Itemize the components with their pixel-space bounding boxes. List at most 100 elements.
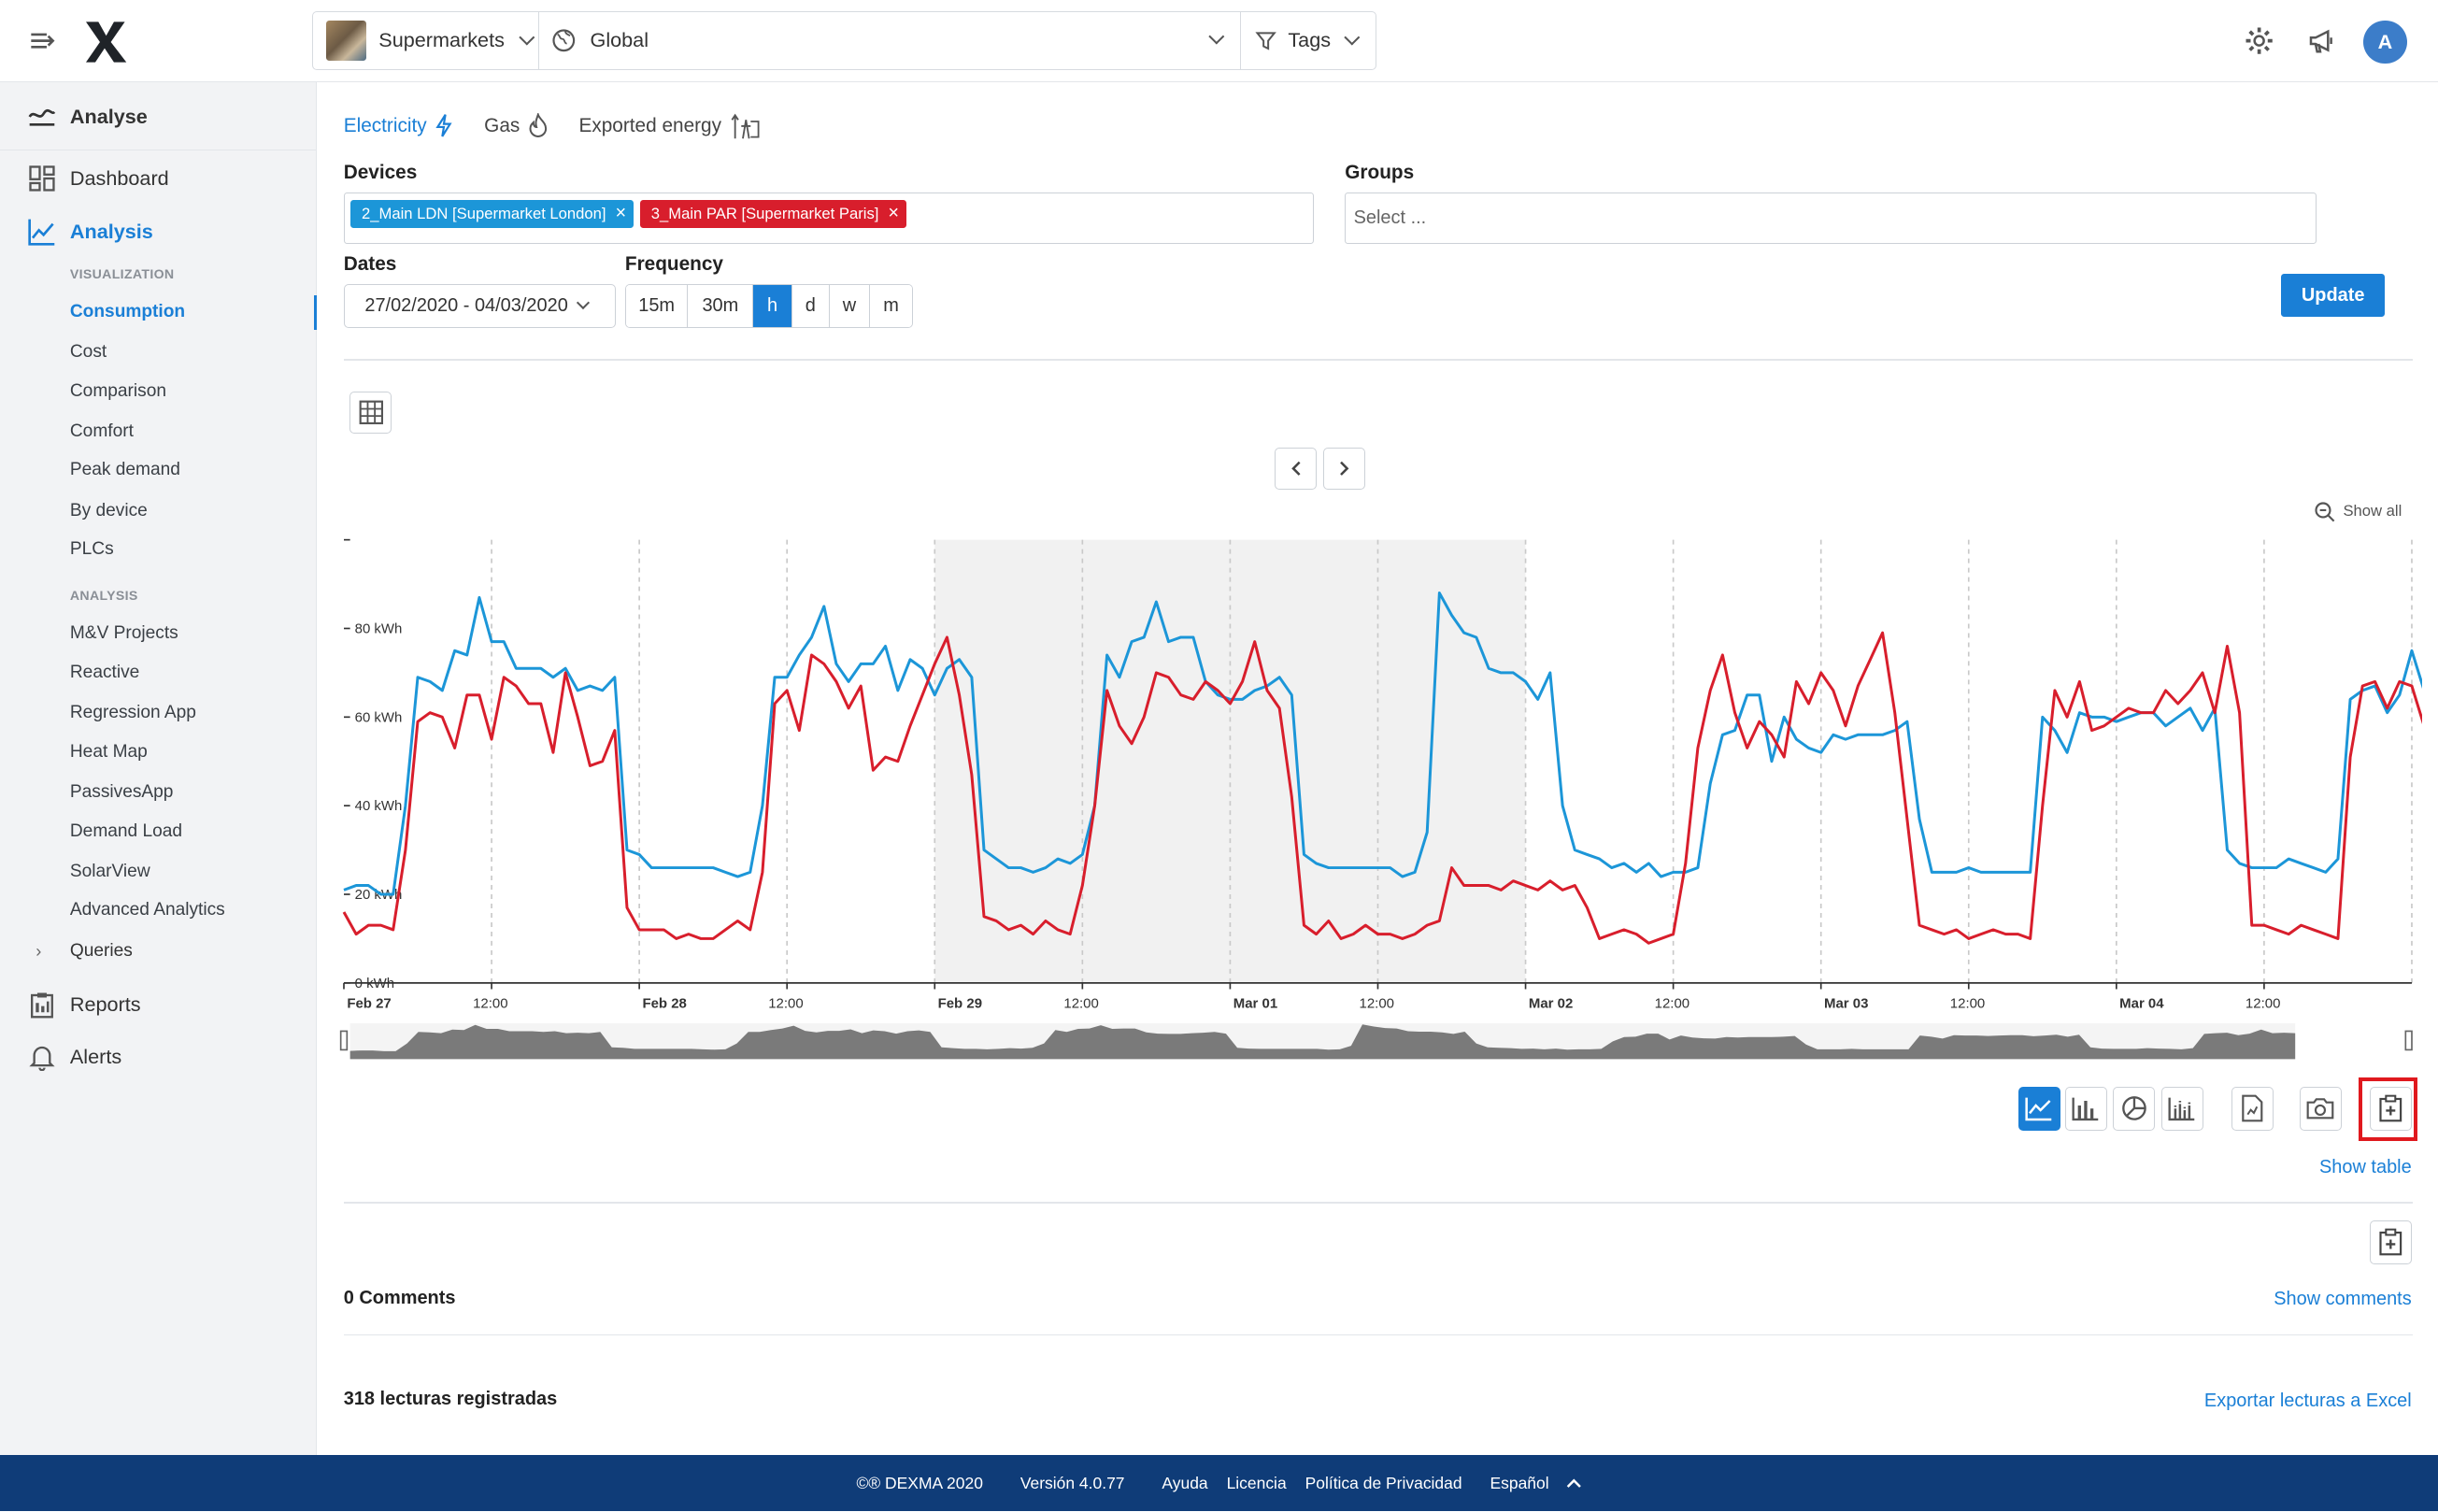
sidebar-subitem-heat-map[interactable]: Heat Map bbox=[69, 741, 148, 762]
footer-privacy-link[interactable]: Política de Privacidad bbox=[1305, 1473, 1462, 1492]
divider bbox=[0, 149, 318, 151]
bar-chart-icon bbox=[2072, 1097, 2099, 1121]
footer: ©® DEXMA 2020 Versión 4.0.77 Ayuda Licen… bbox=[0, 1455, 2438, 1512]
zoom-out-icon bbox=[2315, 502, 2335, 522]
sidebar-subitem-regression-app[interactable]: Regression App bbox=[69, 703, 196, 723]
footer-license-link[interactable]: Licencia bbox=[1226, 1473, 1287, 1492]
clipboard-icon bbox=[30, 992, 53, 1019]
megaphone-icon[interactable] bbox=[2306, 25, 2337, 56]
sidebar-subitem-plcs[interactable]: PLCs bbox=[69, 539, 114, 560]
readings-count: 318 lecturas registradas bbox=[343, 1388, 558, 1409]
site-selector[interactable]: Supermarkets bbox=[313, 11, 539, 69]
sidebar-subitem-passivesapp[interactable]: PassivesApp bbox=[69, 781, 174, 802]
bar-chart-view-button[interactable] bbox=[2064, 1087, 2107, 1131]
export-readings-excel-link[interactable]: Exportar lecturas a Excel bbox=[2203, 1390, 2412, 1411]
sidebar-subitem-peak-demand[interactable]: Peak demand bbox=[69, 460, 180, 480]
site-selector-label: Supermarkets bbox=[378, 28, 505, 52]
sidebar-item-label: Dashboard bbox=[69, 166, 169, 191]
dates-label: Dates bbox=[343, 253, 397, 276]
analyse-icon bbox=[28, 108, 56, 126]
footer-help-link[interactable]: Ayuda bbox=[1162, 1473, 1208, 1492]
dexma-logo[interactable] bbox=[81, 19, 131, 65]
show-all-zoom-button[interactable]: Show all bbox=[2314, 501, 2402, 522]
frequency-label: Frequency bbox=[624, 253, 723, 276]
export-tower-icon bbox=[731, 113, 760, 139]
date-range-picker[interactable]: 27/02/2020 - 04/03/2020 bbox=[343, 284, 616, 329]
sidebar-item-label: Analyse bbox=[69, 104, 148, 128]
site-thumbnail bbox=[325, 20, 366, 61]
sidebar: Analyse Dashboard Analysis VISUALIZATION… bbox=[0, 82, 318, 1456]
chevron-down-icon bbox=[519, 29, 535, 46]
sidebar-subitem-solarview[interactable]: SolarView bbox=[69, 861, 150, 881]
remove-chip-icon[interactable]: × bbox=[888, 203, 899, 224]
sidebar-item-label: Analysis bbox=[69, 219, 153, 243]
navigator-handle-left bbox=[339, 1030, 348, 1050]
frequency-selector: 15m 30m h d w m bbox=[624, 284, 913, 329]
tags-filter-label: Tags bbox=[1288, 28, 1332, 52]
remove-chip-icon[interactable]: × bbox=[615, 203, 627, 224]
user-avatar[interactable]: A bbox=[2363, 20, 2407, 64]
date-range-value: 27/02/2020 - 04/03/2020 bbox=[364, 295, 568, 317]
update-button[interactable]: Update bbox=[2280, 273, 2386, 318]
consumption-line-chart[interactable]: 0 kWh 20 kWh 40 kWh 60 kWh 80 kWh Feb 27 12:0… bbox=[339, 529, 2423, 1067]
screenshot-button[interactable] bbox=[2299, 1087, 2342, 1131]
frequency-15m-button[interactable]: 15m bbox=[625, 285, 689, 328]
settings-gear-icon[interactable] bbox=[2244, 25, 2274, 56]
add-comment-to-report-button[interactable] bbox=[2369, 1220, 2412, 1264]
show-all-label: Show all bbox=[2343, 502, 2402, 521]
footer-language-selector[interactable]: Español bbox=[1481, 1474, 1582, 1493]
frequency-m-button[interactable]: m bbox=[870, 285, 912, 328]
navigator-area bbox=[349, 1024, 2295, 1060]
sidebar-subitem-reactive[interactable]: Reactive bbox=[69, 662, 140, 682]
sidebar-subitem-advanced-analytics[interactable]: Advanced Analytics bbox=[69, 900, 225, 920]
previous-period-button[interactable] bbox=[1275, 448, 1318, 491]
add-to-report-button[interactable] bbox=[2369, 1087, 2412, 1131]
stacked-chart-view-button[interactable] bbox=[2160, 1087, 2203, 1131]
groups-select[interactable]: Select ... bbox=[1345, 193, 2317, 245]
tab-gas[interactable]: Gas bbox=[484, 112, 548, 140]
chevron-up-icon bbox=[1566, 1478, 1581, 1488]
document-icon bbox=[2242, 1094, 2263, 1122]
sidebar-item-alerts[interactable]: Alerts bbox=[0, 1035, 317, 1079]
show-table-link[interactable]: Show table bbox=[2318, 1156, 2412, 1177]
x-tick-label: 12:00 bbox=[1950, 995, 1985, 1011]
menu-toggle-icon[interactable] bbox=[28, 25, 59, 56]
sidebar-subitem-mv-projects[interactable]: M&V Projects bbox=[69, 623, 178, 644]
tags-filter[interactable]: Tags bbox=[1241, 12, 1375, 69]
sidebar-item-queries[interactable]: › Queries bbox=[0, 930, 317, 974]
active-indicator bbox=[314, 295, 318, 330]
tab-exported-energy[interactable]: Exported energy bbox=[579, 112, 761, 140]
location-selector[interactable]: Global bbox=[539, 11, 1242, 69]
pie-chart-icon bbox=[2121, 1096, 2146, 1121]
line-chart-icon bbox=[28, 219, 55, 246]
energy-type-tabs: Electricity Gas Exported energy bbox=[344, 112, 791, 140]
tab-label: Electricity bbox=[343, 114, 427, 136]
sidebar-subitem-comfort[interactable]: Comfort bbox=[69, 421, 134, 441]
device-chip-label: 2_Main LDN [Supermarket London] bbox=[362, 204, 606, 222]
chevron-right-icon: › bbox=[36, 941, 42, 962]
next-period-button[interactable] bbox=[1322, 448, 1365, 491]
frequency-30m-button[interactable]: 30m bbox=[688, 285, 754, 328]
devices-multiselect[interactable]: 2_Main LDN [Supermarket London] × 3_Main… bbox=[343, 193, 1314, 245]
x-tick-label: 12:00 bbox=[1063, 995, 1098, 1011]
export-pdf-button[interactable] bbox=[2231, 1087, 2274, 1131]
sidebar-subitem-comparison[interactable]: Comparison bbox=[69, 380, 166, 401]
pie-chart-view-button[interactable] bbox=[2113, 1087, 2156, 1131]
devices-label: Devices bbox=[343, 162, 418, 184]
grid-view-button[interactable] bbox=[349, 392, 392, 435]
frequency-w-button[interactable]: w bbox=[829, 285, 871, 328]
sidebar-subitem-demand-load[interactable]: Demand Load bbox=[69, 820, 183, 841]
frequency-h-button[interactable]: h bbox=[753, 285, 792, 328]
frequency-d-button[interactable]: d bbox=[791, 285, 830, 328]
sidebar-subitem-consumption[interactable]: Consumption bbox=[69, 301, 186, 321]
line-chart-view-button[interactable] bbox=[2017, 1087, 2060, 1131]
sidebar-subitem-cost[interactable]: Cost bbox=[69, 342, 107, 363]
sidebar-item-reports[interactable]: Reports bbox=[0, 983, 317, 1027]
sidebar-item-dashboard[interactable]: Dashboard bbox=[0, 157, 317, 201]
sidebar-item-analysis[interactable]: Analysis bbox=[0, 210, 317, 254]
tab-electricity[interactable]: Electricity bbox=[344, 112, 453, 140]
sidebar-item-analyse[interactable]: Analyse bbox=[0, 94, 317, 138]
sidebar-subitem-by-device[interactable]: By device bbox=[69, 500, 148, 521]
show-comments-link[interactable]: Show comments bbox=[2274, 1289, 2412, 1310]
clipboard-add-icon bbox=[2379, 1229, 2402, 1256]
